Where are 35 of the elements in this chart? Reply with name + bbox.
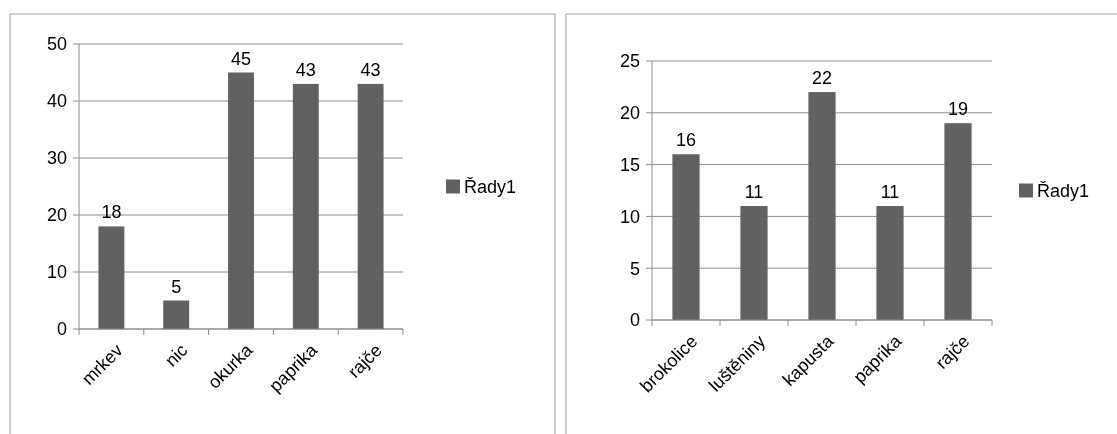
y-tick-label: 20 (619, 103, 640, 124)
bar (228, 72, 254, 329)
y-tick-label: 10 (619, 206, 640, 227)
y-tick-label: 15 (619, 154, 640, 175)
bar (944, 123, 972, 320)
y-tick-label: 50 (46, 34, 67, 55)
data-label: 5 (171, 276, 182, 297)
bar (357, 83, 384, 329)
y-tick-label: 0 (629, 310, 640, 331)
data-label: 22 (811, 68, 833, 89)
bar (163, 300, 190, 329)
data-label: 18 (101, 202, 122, 223)
bar (292, 83, 319, 329)
data-label: 16 (675, 130, 697, 151)
bar (98, 226, 125, 329)
data-label: 43 (360, 59, 381, 80)
data-label: 43 (295, 59, 316, 80)
y-tick-label: 30 (46, 148, 67, 169)
y-tick-label: 25 (619, 51, 640, 72)
y-tick-label: 0 (56, 319, 67, 340)
bar (876, 206, 904, 320)
data-label: 11 (744, 182, 764, 203)
y-tick-label: 5 (629, 258, 640, 279)
legend-label: Řady1 (1037, 180, 1090, 201)
x-tick-label: nic (161, 340, 192, 371)
data-label: 45 (230, 48, 252, 69)
bar (672, 154, 700, 320)
bar (740, 206, 768, 320)
data-label: 11 (880, 182, 900, 203)
y-tick-label: 20 (46, 205, 67, 226)
y-tick-label: 40 (46, 91, 67, 112)
legend-label: Řady1 (464, 176, 517, 197)
bar (808, 92, 836, 320)
y-tick-label: 10 (46, 262, 67, 283)
data-label: 19 (947, 99, 969, 120)
